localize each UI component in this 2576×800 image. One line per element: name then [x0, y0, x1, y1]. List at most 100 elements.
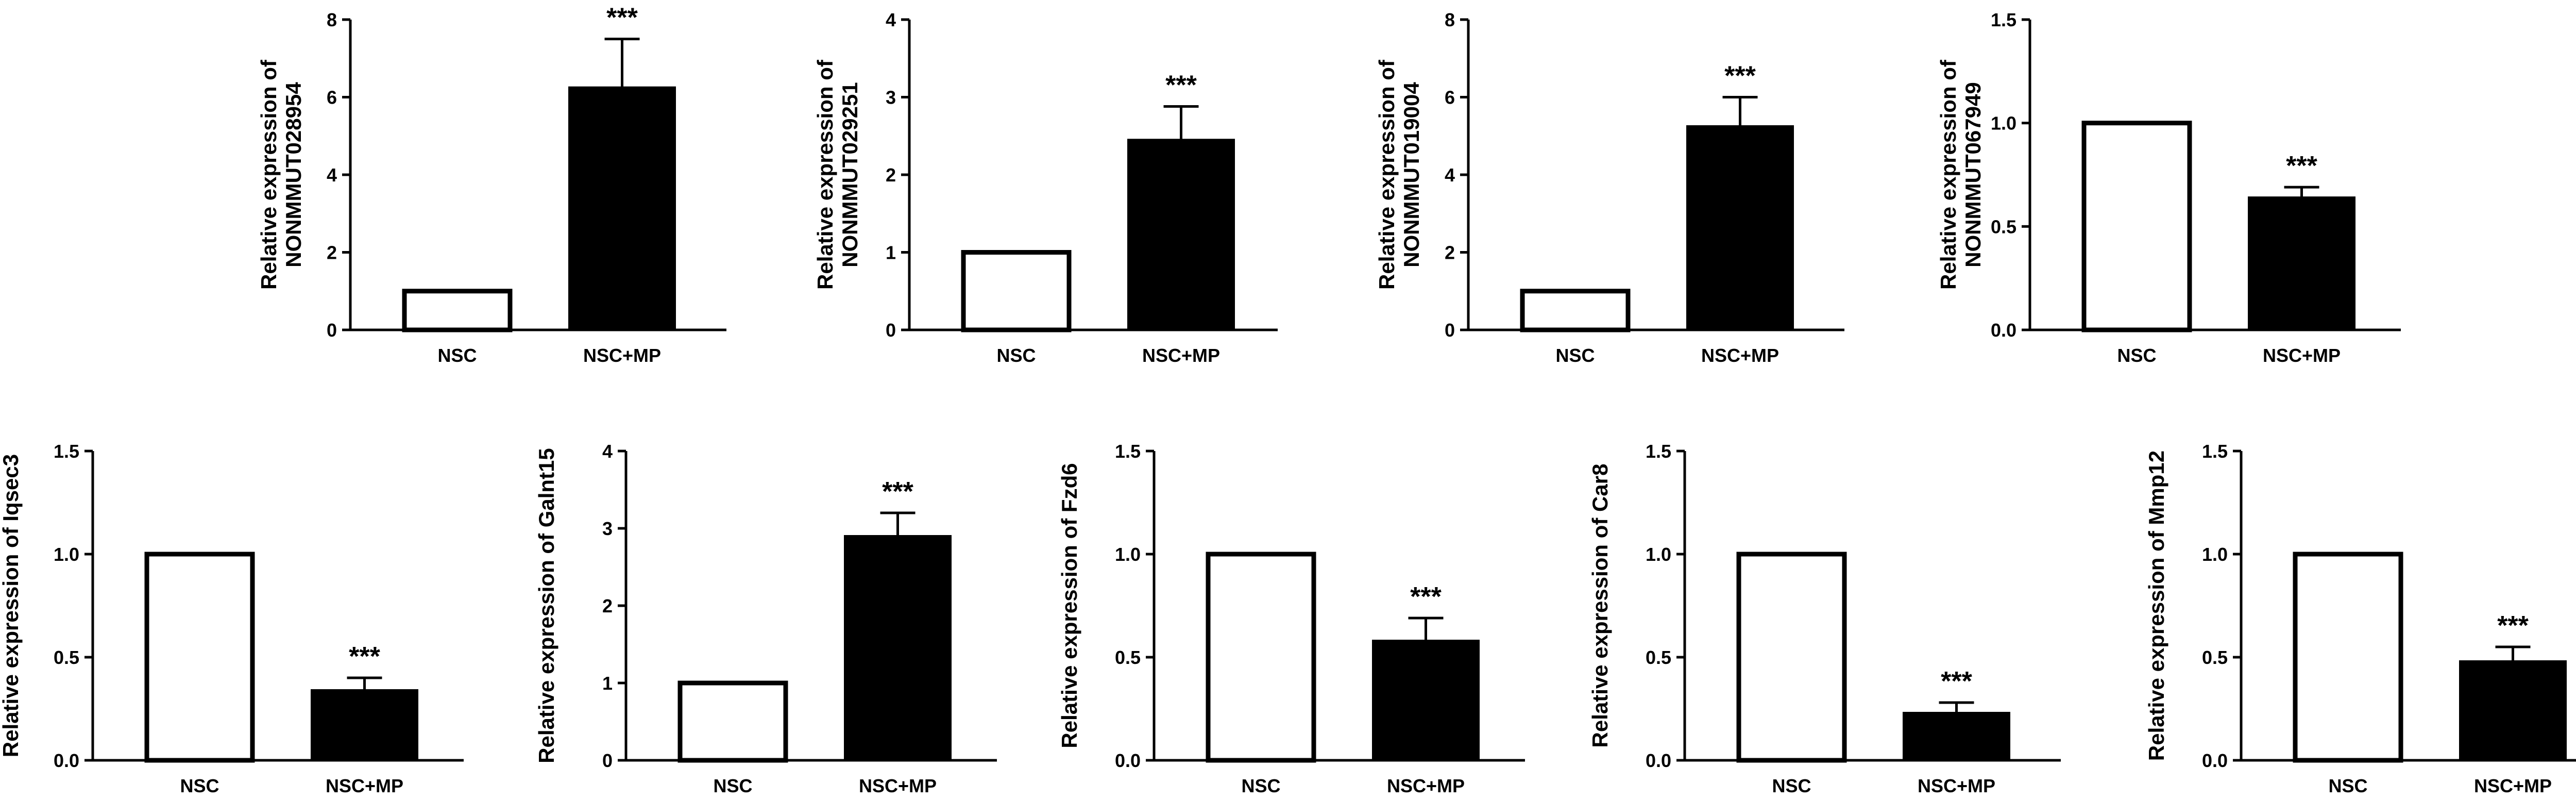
y-tick-label: 0 [602, 750, 613, 771]
y-tick-label: 2 [602, 595, 613, 616]
bar-nsc [402, 289, 513, 332]
category-label: NSC [1555, 345, 1595, 366]
y-tick-label: 1.5 [2202, 441, 2228, 462]
y-tick-label: 0.5 [2202, 647, 2228, 668]
bar-nsc-mp [311, 689, 418, 761]
category-label: NSC+MP [1142, 345, 1220, 366]
y-tick-label: 3 [602, 518, 613, 539]
category-label: NSC+MP [1387, 775, 1465, 796]
bar-nsc [2293, 552, 2403, 763]
category-label: NSC [1772, 775, 1811, 796]
y-tick-label: 0.5 [1991, 216, 2016, 237]
y-tick-label: 8 [327, 9, 337, 30]
y-axis-title: Relative expression of Fzd6 [1057, 463, 1081, 748]
y-tick-label: 0.5 [1646, 647, 1671, 668]
bar-nsc-mp [1686, 125, 1794, 331]
significance-label: *** [349, 642, 380, 672]
y-tick-label: 6 [327, 87, 337, 108]
y-tick-label: 1.0 [2202, 544, 2228, 565]
y-tick-label: 1.0 [1115, 544, 1141, 565]
category-label: NSC [713, 775, 752, 796]
y-axis-title: NONMMUT029251 [838, 82, 862, 267]
y-axis-title: NONMMUT067949 [1961, 82, 1985, 267]
chart-panel-6: 0 1 2 3 4 NSC *** NSC+MP Relative expression of … [534, 441, 997, 796]
y-tick-label: 0 [1445, 320, 1455, 341]
y-tick-label: 0 [327, 320, 337, 341]
chart-panel-9: 0.0 0.5 1.0 1.5 NSC *** NSC+MP Relative express… [2144, 441, 2576, 796]
y-tick-label: 1.5 [1991, 9, 2016, 30]
y-tick-label: 0 [886, 320, 896, 341]
chart-panel-3: 0 2 4 6 8 NSC *** NSC+MP Relative expression of N… [1375, 9, 1844, 366]
bar-nsc [1520, 289, 1631, 332]
y-tick-label: 2 [327, 242, 337, 263]
category-label: NSC [2117, 345, 2156, 366]
significance-label: *** [882, 477, 913, 507]
y-tick-label: 4 [886, 9, 896, 30]
y-tick-label: 0.0 [1646, 750, 1671, 771]
bar-nsc-mp [844, 535, 952, 761]
y-tick-label: 0.0 [1115, 750, 1141, 771]
chart-panel-5: 0.0 0.5 1.0 1.5 NSC *** NSC+MP Relative express… [0, 441, 464, 796]
category-label: NSC [1241, 775, 1280, 796]
y-tick-label: 0.0 [2202, 750, 2228, 771]
category-label: NSC+MP [1918, 775, 1995, 796]
y-axis-title: Relative expression of [813, 59, 837, 290]
y-tick-label: 0.0 [54, 750, 79, 771]
y-tick-label: 4 [327, 164, 337, 186]
bar-nsc-mp [2248, 196, 2355, 331]
bar-nsc [1206, 552, 1316, 763]
category-label: NSC [2328, 775, 2367, 796]
significance-label: *** [2497, 611, 2529, 641]
y-tick-label: 3 [886, 87, 896, 108]
chart-panel-4: 0.0 0.5 1.0 1.5 NSC *** NSC+MP Relative express… [1936, 9, 2401, 366]
y-axis-title: Relative expression of Iqsec3 [0, 454, 23, 757]
bar-nsc [2081, 121, 2192, 332]
bar-nsc [677, 680, 788, 763]
category-label: NSC+MP [1701, 345, 1779, 366]
category-label: NSC+MP [326, 775, 403, 796]
significance-label: *** [606, 3, 638, 33]
significance-label: *** [1941, 666, 1972, 696]
chart-panel-7: 0.0 0.5 1.0 1.5 NSC *** NSC+MP Relative express… [1057, 441, 1525, 796]
y-tick-label: 0.0 [1991, 320, 2016, 341]
y-tick-label: 1.0 [1646, 544, 1671, 565]
bar-nsc-mp [1127, 139, 1235, 331]
y-tick-label: 4 [602, 441, 613, 462]
category-label: NSC [180, 775, 219, 796]
y-tick-label: 1.0 [54, 544, 79, 565]
y-axis-title: NONMMUT019004 [1399, 82, 1423, 268]
y-tick-label: 1 [886, 242, 896, 263]
category-label: NSC [996, 345, 1036, 366]
chart-panel-8: 0.0 0.5 1.0 1.5 NSC *** NSC+MP Relative express… [1588, 441, 2061, 796]
y-axis-title: Relative expression of Mmp12 [2144, 451, 2168, 761]
bar-nsc [961, 250, 1072, 332]
bar-nsc-mp [1903, 712, 2010, 761]
y-axis-title: Relative expression of Car8 [1588, 464, 1612, 748]
y-tick-label: 0.5 [54, 647, 79, 668]
significance-label: *** [1165, 71, 1197, 101]
category-label: NSC [437, 345, 477, 366]
category-label: NSC+MP [583, 345, 661, 366]
significance-label: *** [2286, 151, 2317, 181]
significance-label: *** [1724, 61, 1756, 91]
y-tick-label: 1.5 [1115, 441, 1141, 462]
y-tick-label: 2 [886, 164, 896, 186]
chart-panel-1: 0 2 4 6 8 NSC *** NSC+MP Relative expression of N… [257, 3, 726, 366]
y-axis-title: Relative expression of Galnt15 [534, 448, 558, 763]
bar-nsc [144, 552, 255, 763]
category-label: NSC+MP [859, 775, 937, 796]
y-tick-label: 0.5 [1115, 647, 1141, 668]
category-label: NSC+MP [2263, 345, 2341, 366]
chart-panel-2: 0 1 2 3 4 NSC *** NSC+MP Relative expression of N… [813, 9, 1278, 366]
y-tick-label: 1.5 [1646, 441, 1671, 462]
y-axis-title: Relative expression of [1936, 59, 1960, 290]
y-tick-label: 1.0 [1991, 113, 2016, 134]
category-label: NSC+MP [2474, 775, 2552, 796]
y-axis-title: Relative expression of [257, 59, 281, 290]
significance-label: *** [1410, 582, 1442, 612]
bar-nsc-mp [2459, 660, 2567, 761]
y-tick-label: 8 [1445, 9, 1455, 30]
bar-nsc-mp [568, 86, 676, 331]
y-tick-label: 6 [1445, 87, 1455, 108]
